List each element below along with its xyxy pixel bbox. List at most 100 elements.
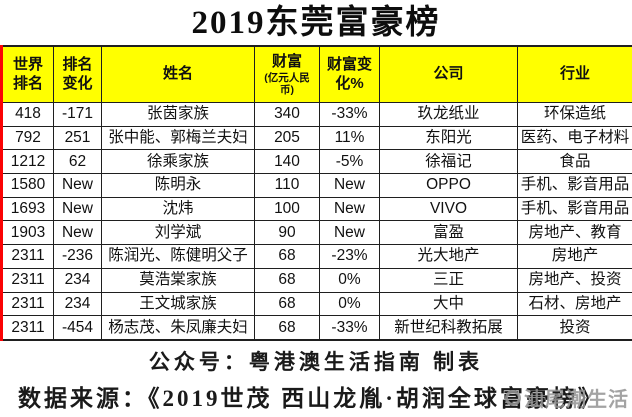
cell-wealth-change: -33% [319,102,380,127]
table-row: 1903 New 刘学斌 90 New 富盈 房地产、教育 [1,220,632,246]
cell-company: 新世纪科教拓展 [379,315,518,341]
cell-name: 刘学斌 [101,220,255,246]
watermark: 汕尾潮生活 [505,383,629,412]
header-row: 世界 排名 排名 变化 姓名 财富 (亿元人民 币) 财富变 化% 公司 行业 [1,45,632,103]
col-header-label: 财富变 化% [326,55,372,92]
cell-industry: 房地产、投资 [517,267,632,293]
cell-world-rank: 1693 [1,196,54,222]
cell-wealth-change: -5% [319,149,380,175]
cell-world-rank: 1212 [1,149,54,175]
table-row: 1580 New 陈明永 110 New OPPO 手机、影音用品 [1,173,632,198]
cell-world-rank: 2311 [1,291,54,317]
cell-rank-change: New [53,220,102,246]
cell-wealth: 68 [254,315,320,341]
cell-wealth: 100 [254,196,320,222]
cell-industry: 房地产、教育 [517,220,632,246]
cell-wealth-change: New [319,220,380,246]
cell-wealth: 140 [254,149,320,175]
table-row: 2311 234 莫浩棠家族 68 0% 三正 房地产、投资 [1,267,632,293]
cell-rank-change: -236 [53,244,102,269]
rich-list-table: 世界 排名 排名 变化 姓名 财富 (亿元人民 币) 财富变 化% 公司 行业 … [0,45,632,341]
cell-name: 莫浩棠家族 [101,267,255,293]
cell-name: 张茵家族 [101,102,255,127]
cell-rank-change: 251 [53,125,102,151]
cell-industry: 医药、电子材料 [517,125,632,151]
ring-logo-icon [505,389,521,406]
cell-world-rank: 418 [1,102,54,127]
cell-rank-change: -454 [53,315,102,341]
cell-company: 三正 [379,267,518,293]
watermark-text: 汕尾潮生活 [524,389,629,411]
table-row: 418 -171 张茵家族 340 -33% 玖龙纸业 环保造纸 [1,102,632,127]
col-header-label: 公司 [433,65,464,83]
cell-company: 大中 [379,291,518,317]
table-row: 2311 -454 杨志茂、朱凤廉夫妇 68 -33% 新世纪科教拓展 投资 [1,315,632,341]
cell-company: 东阳光 [379,125,518,151]
cell-wealth-change: 0% [319,291,380,317]
cell-name: 徐乘家族 [101,149,255,175]
cell-wealth: 110 [254,173,320,198]
col-header-industry: 行业 [517,45,632,103]
cell-industry: 石材、房地产 [517,291,632,317]
cell-wealth-change: 11% [319,125,380,151]
col-header-label: 行业 [559,65,590,83]
col-header-label: 姓名 [162,65,193,83]
cell-world-rank: 792 [1,125,54,151]
cell-world-rank: 1903 [1,220,54,246]
cell-company: OPPO [379,173,518,198]
table-row: 1693 New 沈炜 100 New VIVO 手机、影音用品 [1,196,632,222]
cell-rank-change: 234 [53,267,102,293]
cell-wealth-change: New [319,196,380,222]
cell-name: 陈明永 [101,173,255,198]
cell-world-rank: 2311 [1,315,54,341]
cell-name: 沈炜 [101,196,255,222]
cell-company: 光大地产 [379,244,518,269]
page-title: 2019东莞富豪榜 [191,5,441,41]
cell-industry: 手机、影音用品 [517,173,632,198]
footer-publisher: 公众号：粤港澳生活指南 制表 [148,349,484,374]
cell-world-rank: 2311 [1,267,54,293]
cell-company: 徐福记 [379,149,518,175]
col-header-world-rank: 世界 排名 [1,45,54,103]
cell-wealth: 90 [254,220,320,246]
cell-name: 陈润光、陈健明父子 [101,244,255,269]
col-header-wealth-change: 财富变 化% [319,45,380,103]
cell-industry: 食品 [517,149,632,175]
cell-wealth-change: -23% [319,244,380,269]
cell-name: 杨志茂、朱凤廉夫妇 [101,315,255,341]
cell-company: 富盈 [379,220,518,246]
cell-wealth: 340 [254,102,320,127]
col-header-label: 财富 [271,52,302,70]
cell-wealth-change: 0% [319,267,380,293]
cell-rank-change: 234 [53,291,102,317]
cell-wealth: 68 [254,244,320,269]
cell-rank-change: New [53,196,102,222]
cell-industry: 房地产 [517,244,632,269]
cell-industry: 投资 [517,315,632,341]
cell-world-rank: 2311 [1,244,54,269]
cell-company: 玖龙纸业 [379,102,518,127]
cell-wealth: 205 [254,125,320,151]
cell-rank-change: 62 [53,149,102,175]
cell-rank-change: -171 [53,102,102,127]
table-row: 2311 234 王文城家族 68 0% 大中 石材、房地产 [1,291,632,317]
cell-industry: 环保造纸 [517,102,632,127]
col-header-label: 排名 变化 [62,55,93,92]
col-header-wealth: 财富 (亿元人民 币) [254,45,320,103]
cell-wealth-change: New [319,173,380,198]
cell-wealth: 68 [254,291,320,317]
cell-name: 王文城家族 [101,291,255,317]
table-row: 1212 62 徐乘家族 140 -5% 徐福记 食品 [1,149,632,175]
cell-name: 张中能、郭梅兰夫妇 [101,125,255,151]
cell-world-rank: 1580 [1,173,54,198]
cell-company: VIVO [379,196,518,222]
col-header-company: 公司 [379,45,518,103]
cell-wealth-change: -33% [319,315,380,341]
cell-wealth: 68 [254,267,320,293]
col-header-name: 姓名 [101,45,255,103]
table-row: 792 251 张中能、郭梅兰夫妇 205 11% 东阳光 医药、电子材料 [1,125,632,151]
col-header-sublabel: (亿元人民 币) [264,72,310,97]
col-header-rank-change: 排名 变化 [53,45,102,103]
cell-rank-change: New [53,173,102,198]
col-header-label: 世界 排名 [12,55,43,92]
